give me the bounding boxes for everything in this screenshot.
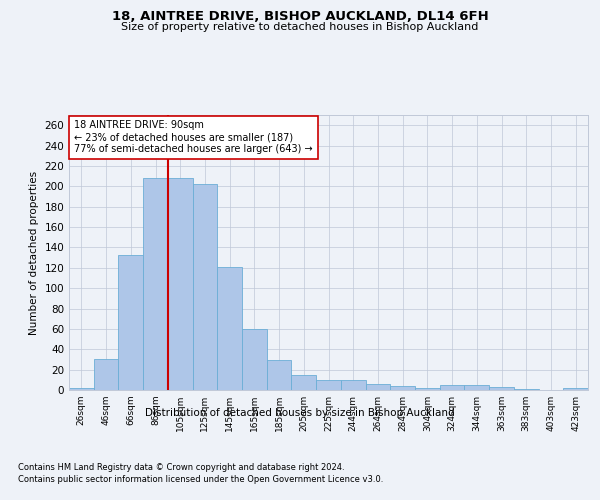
Y-axis label: Number of detached properties: Number of detached properties [29,170,39,334]
Bar [365,384,390,390]
Text: Contains public sector information licensed under the Open Government Licence v3: Contains public sector information licen… [18,475,383,484]
Bar [341,380,365,390]
Text: Contains HM Land Registry data © Crown copyright and database right 2024.: Contains HM Land Registry data © Crown c… [18,462,344,471]
Bar [464,385,489,390]
Bar [440,385,464,390]
Bar [168,178,193,390]
Bar [94,360,118,390]
Bar [193,184,217,390]
Bar [143,178,168,390]
Bar [563,388,588,390]
Bar [415,388,440,390]
Text: 18 AINTREE DRIVE: 90sqm
← 23% of detached houses are smaller (187)
77% of semi-d: 18 AINTREE DRIVE: 90sqm ← 23% of detache… [74,120,313,154]
Bar [489,387,514,390]
Bar [242,329,267,390]
Bar [217,267,242,390]
Bar [390,386,415,390]
Bar [316,380,341,390]
Bar [292,374,316,390]
Bar [69,388,94,390]
Bar [514,389,539,390]
Bar [118,254,143,390]
Text: 18, AINTREE DRIVE, BISHOP AUCKLAND, DL14 6FH: 18, AINTREE DRIVE, BISHOP AUCKLAND, DL14… [112,10,488,23]
Text: Distribution of detached houses by size in Bishop Auckland: Distribution of detached houses by size … [145,408,455,418]
Text: Size of property relative to detached houses in Bishop Auckland: Size of property relative to detached ho… [121,22,479,32]
Bar [267,360,292,390]
